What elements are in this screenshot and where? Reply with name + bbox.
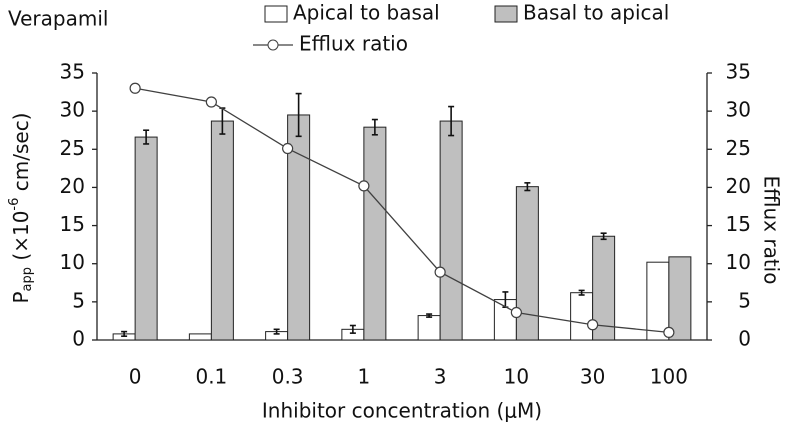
x-tick-label: 0 xyxy=(129,365,142,389)
y-label-part: P xyxy=(9,291,33,303)
y-tick-label: 0 xyxy=(72,327,85,351)
line-point xyxy=(205,96,217,108)
y2-axis-label: Efflux ratio xyxy=(760,176,784,285)
legend-label: Apical to basal xyxy=(293,1,440,25)
y-tick-label: 30 xyxy=(60,98,85,122)
error-bar xyxy=(371,118,378,136)
x-tick-label: 1 xyxy=(358,365,371,389)
y2-tick-label: 10 xyxy=(726,250,751,274)
x-tick-label: 0.3 xyxy=(272,365,304,389)
y2-tick-label: 30 xyxy=(726,98,751,122)
y2-tick-label: 0 xyxy=(738,327,751,351)
y-label-sub: app xyxy=(20,267,35,291)
error-bar xyxy=(121,330,128,337)
error-bar xyxy=(524,182,531,192)
y-tick-label: 10 xyxy=(60,250,85,274)
y-tick-label: 35 xyxy=(60,60,85,84)
y-axis-label: Papp (×10-6 cm/sec) xyxy=(7,113,35,304)
line-point xyxy=(663,326,675,338)
y2-tick-label: 35 xyxy=(726,60,751,84)
legend-label: Basal to apical xyxy=(523,1,669,25)
error-bar xyxy=(426,313,433,318)
line-point xyxy=(129,82,141,94)
y-tick-label: 25 xyxy=(60,136,85,160)
error-bar xyxy=(349,324,356,334)
y-tick-label: 5 xyxy=(72,288,85,312)
y-tick-label: 20 xyxy=(60,174,85,198)
line-point xyxy=(282,142,294,155)
bar xyxy=(570,292,594,341)
error-bar xyxy=(273,328,280,335)
legend-swatch xyxy=(494,5,518,23)
chart-title: Verapamil xyxy=(8,7,108,31)
legend-label: Efflux ratio xyxy=(299,32,408,56)
x-tick-label: 3 xyxy=(434,365,447,389)
line-point xyxy=(510,306,522,319)
error-bar xyxy=(448,105,455,137)
y2-tick-label: 5 xyxy=(738,288,751,312)
y-label-sup: -6 xyxy=(7,198,22,211)
y-label-part: (×10 xyxy=(9,211,33,267)
bar xyxy=(134,136,158,341)
bar xyxy=(210,120,234,341)
error-bar xyxy=(143,129,150,145)
y-label-part: cm/sec) xyxy=(9,113,33,198)
error-bar xyxy=(295,92,302,138)
line-point xyxy=(587,319,599,331)
x-tick-label: 100 xyxy=(650,365,688,389)
bar xyxy=(363,126,387,341)
y2-tick-label: 25 xyxy=(726,136,751,160)
x-axis-label: Inhibitor concentration (μM) xyxy=(262,399,542,423)
legend-swatch xyxy=(264,5,288,23)
x-tick-label: 10 xyxy=(504,365,529,389)
error-bar xyxy=(600,232,607,241)
line xyxy=(135,87,669,334)
bar xyxy=(439,120,463,341)
bar xyxy=(668,256,692,341)
x-tick-label: 30 xyxy=(580,365,605,389)
error-bar xyxy=(578,289,585,296)
legend-marker xyxy=(267,39,279,51)
bar xyxy=(188,333,212,341)
line-point xyxy=(434,266,446,278)
y-tick-label: 15 xyxy=(60,212,85,236)
x-tick-label: 0.1 xyxy=(195,365,227,389)
y2-tick-label: 20 xyxy=(726,174,751,198)
y2-tick-label: 15 xyxy=(726,212,751,236)
line-point xyxy=(358,180,370,192)
bar xyxy=(417,315,441,341)
